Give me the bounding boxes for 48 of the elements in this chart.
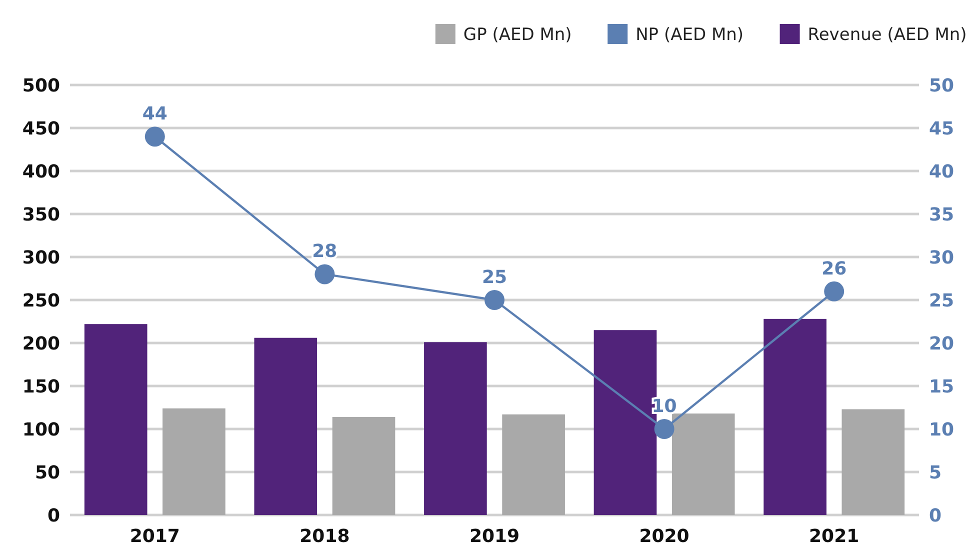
y-tick-label: 250 [22, 290, 60, 312]
x-tick-label: 2019 [469, 526, 520, 547]
x-tick-label: 2020 [639, 526, 690, 547]
y2-tick-label: 5 [929, 462, 942, 484]
y-tick-label: 200 [22, 333, 60, 354]
point [824, 281, 844, 302]
data-label: 28 [312, 241, 338, 262]
y-tick-label: 300 [22, 247, 60, 268]
y-tick-label: 450 [22, 118, 60, 140]
y2-tick-label: 20 [929, 333, 954, 354]
legend-label: Revenue (AED Mn) [808, 24, 967, 45]
y-tick-label: 0 [47, 505, 60, 526]
bar [162, 408, 226, 515]
bar [424, 342, 487, 515]
bar [764, 318, 826, 515]
legend-label: GP (AED Mn) [463, 24, 572, 45]
bar [842, 409, 905, 515]
point [484, 290, 504, 310]
point [314, 264, 335, 284]
x-tick-label: 2021 [809, 526, 860, 547]
point [144, 126, 165, 147]
bar [672, 414, 735, 515]
bar [254, 338, 318, 515]
y2-tick-label: 0 [929, 505, 942, 526]
y2-tick-label: 35 [929, 204, 954, 226]
y2-tick-label: 10 [929, 419, 954, 440]
y-tick-label: 50 [34, 462, 60, 484]
y2-tick-label: 15 [929, 376, 954, 398]
y-tick-label: 100 [22, 419, 60, 440]
bar [502, 414, 565, 515]
y2-tick-label: 30 [929, 247, 954, 268]
y2-tick-label: 40 [929, 161, 954, 182]
bar [332, 416, 396, 515]
y-tick-label: 500 [22, 75, 60, 96]
y2-tick-label: 45 [929, 118, 954, 140]
y2-tick-label: 50 [929, 75, 954, 96]
y2-tick-label: 25 [929, 290, 954, 312]
legend-label: NP (AED Mn) [636, 24, 744, 45]
y-tick-label: 150 [22, 376, 60, 398]
point [654, 419, 674, 439]
bar [84, 324, 148, 515]
data-label: 26 [822, 258, 847, 280]
y-tick-label: 350 [22, 204, 60, 226]
y-tick-label: 400 [22, 161, 60, 182]
x-tick-label: 2017 [130, 526, 180, 547]
data-label: 44 [142, 104, 168, 125]
x-tick-label: 2018 [300, 526, 350, 547]
data-label: 25 [482, 267, 508, 288]
